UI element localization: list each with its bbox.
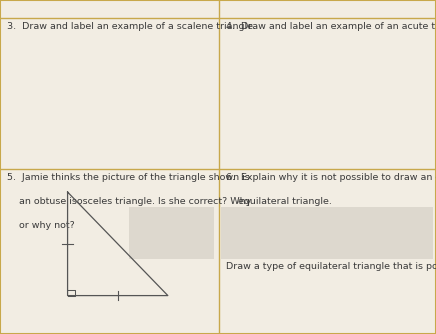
Text: 3.  Draw and label an example of a scalene triangle.: 3. Draw and label an example of a scalen…	[7, 22, 255, 31]
Text: Draw a type of equilateral triangle that is possible.: Draw a type of equilateral triangle that…	[226, 262, 436, 271]
Text: 6.  Explain why it is not possible to draw an obtuse,: 6. Explain why it is not possible to dra…	[226, 173, 436, 182]
Bar	[221, 207, 433, 259]
Text: 4.  Draw and label an example of an acute triangle.: 4. Draw and label an example of an acute…	[226, 22, 436, 31]
Text: an obtuse isosceles triangle. Is she correct? Why: an obtuse isosceles triangle. Is she cor…	[7, 197, 251, 206]
Text: or why not?: or why not?	[7, 221, 74, 230]
Bar	[129, 207, 214, 259]
Text: 5.  Jamie thinks the picture of the triangle shown is: 5. Jamie thinks the picture of the trian…	[7, 173, 249, 182]
Text: equilateral triangle.: equilateral triangle.	[226, 197, 332, 206]
